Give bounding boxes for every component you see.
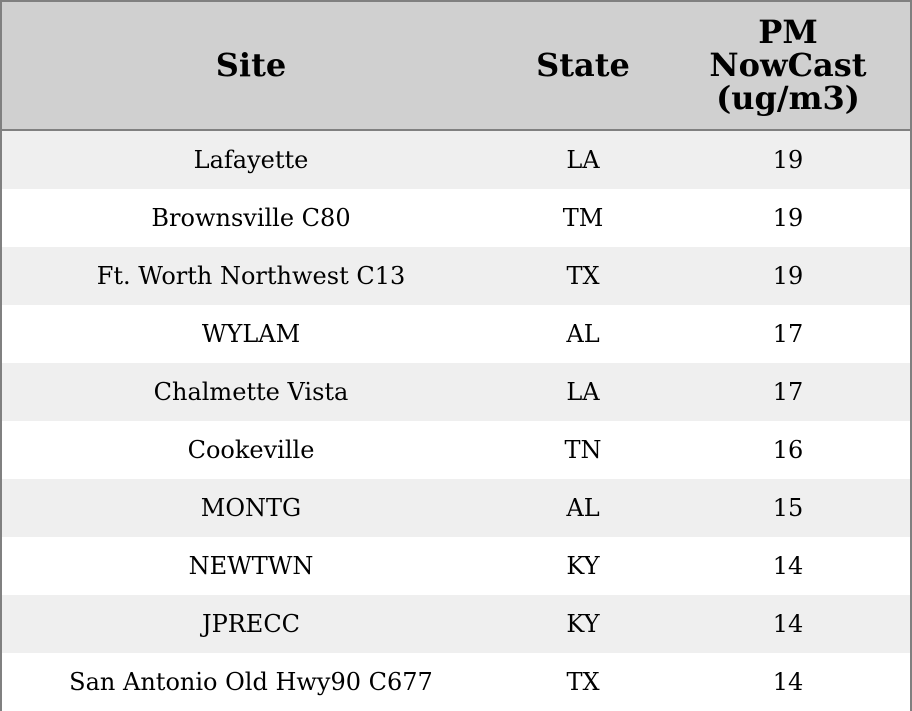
table-row: MONTG AL 15	[2, 479, 910, 537]
cell-state: LA	[566, 378, 600, 406]
cell-pm-nowcast: 19	[772, 262, 804, 290]
cell-pm-nowcast: 14	[772, 668, 804, 696]
table-row: Ft. Worth Northwest C13 TX 19	[2, 247, 910, 305]
cell-state: AL	[566, 494, 600, 522]
cell-state: TN	[564, 436, 602, 464]
header-pm-line1: PM	[758, 13, 818, 51]
cell-pm-nowcast: 17	[772, 320, 804, 348]
table-header: Site State PM NowCast (ug/m3)	[2, 2, 910, 131]
cell-pm-nowcast: 19	[772, 204, 804, 232]
table-row: WYLAM AL 17	[2, 305, 910, 363]
cell-pm-nowcast: 17	[772, 378, 804, 406]
cell-site: Ft. Worth Northwest C13	[96, 262, 406, 290]
table-row: Lafayette LA 19	[2, 131, 910, 189]
table-row: Brownsville C80 TM 19	[2, 189, 910, 247]
table-row: NEWTWN KY 14	[2, 537, 910, 595]
cell-pm-nowcast: 16	[772, 436, 804, 464]
header-pm-nowcast: PM NowCast (ug/m3)	[666, 2, 910, 129]
cell-pm-nowcast: 14	[772, 610, 804, 638]
cell-site: San Antonio Old Hwy90 C677	[69, 668, 433, 696]
cell-state: KY	[566, 552, 600, 580]
table-body: Lafayette LA 19 Brownsville C80 TM 19 Ft. Wort…	[2, 131, 910, 711]
cell-site: Lafayette	[193, 146, 309, 174]
cell-state: TX	[566, 262, 600, 290]
cell-state: KY	[566, 610, 600, 638]
header-site: Site	[215, 46, 287, 84]
cell-site: WYLAM	[201, 320, 301, 348]
header-pm-line2: NowCast	[709, 46, 867, 84]
cell-pm-nowcast: 14	[772, 552, 804, 580]
header-pm-line3: (ug/m3)	[716, 79, 860, 117]
cell-state: LA	[566, 146, 600, 174]
cell-state: TM	[562, 204, 604, 232]
cell-site: NEWTWN	[188, 552, 314, 580]
cell-site: Brownsville C80	[151, 204, 351, 232]
cell-state: AL	[566, 320, 600, 348]
cell-state: TX	[566, 668, 600, 696]
table-row: JPRECC KY 14	[2, 595, 910, 653]
header-state: State	[536, 46, 630, 84]
cell-site: MONTG	[200, 494, 302, 522]
cell-pm-nowcast: 19	[772, 146, 804, 174]
cell-site: Cookeville	[187, 436, 315, 464]
cell-site: Chalmette Vista	[153, 378, 349, 406]
table-row: San Antonio Old Hwy90 C677 TX 14	[2, 653, 910, 711]
cell-pm-nowcast: 15	[772, 494, 804, 522]
table-row: Chalmette Vista LA 17	[2, 363, 910, 421]
table-row: Cookeville TN 16	[2, 421, 910, 479]
cell-site: JPRECC	[201, 610, 301, 638]
